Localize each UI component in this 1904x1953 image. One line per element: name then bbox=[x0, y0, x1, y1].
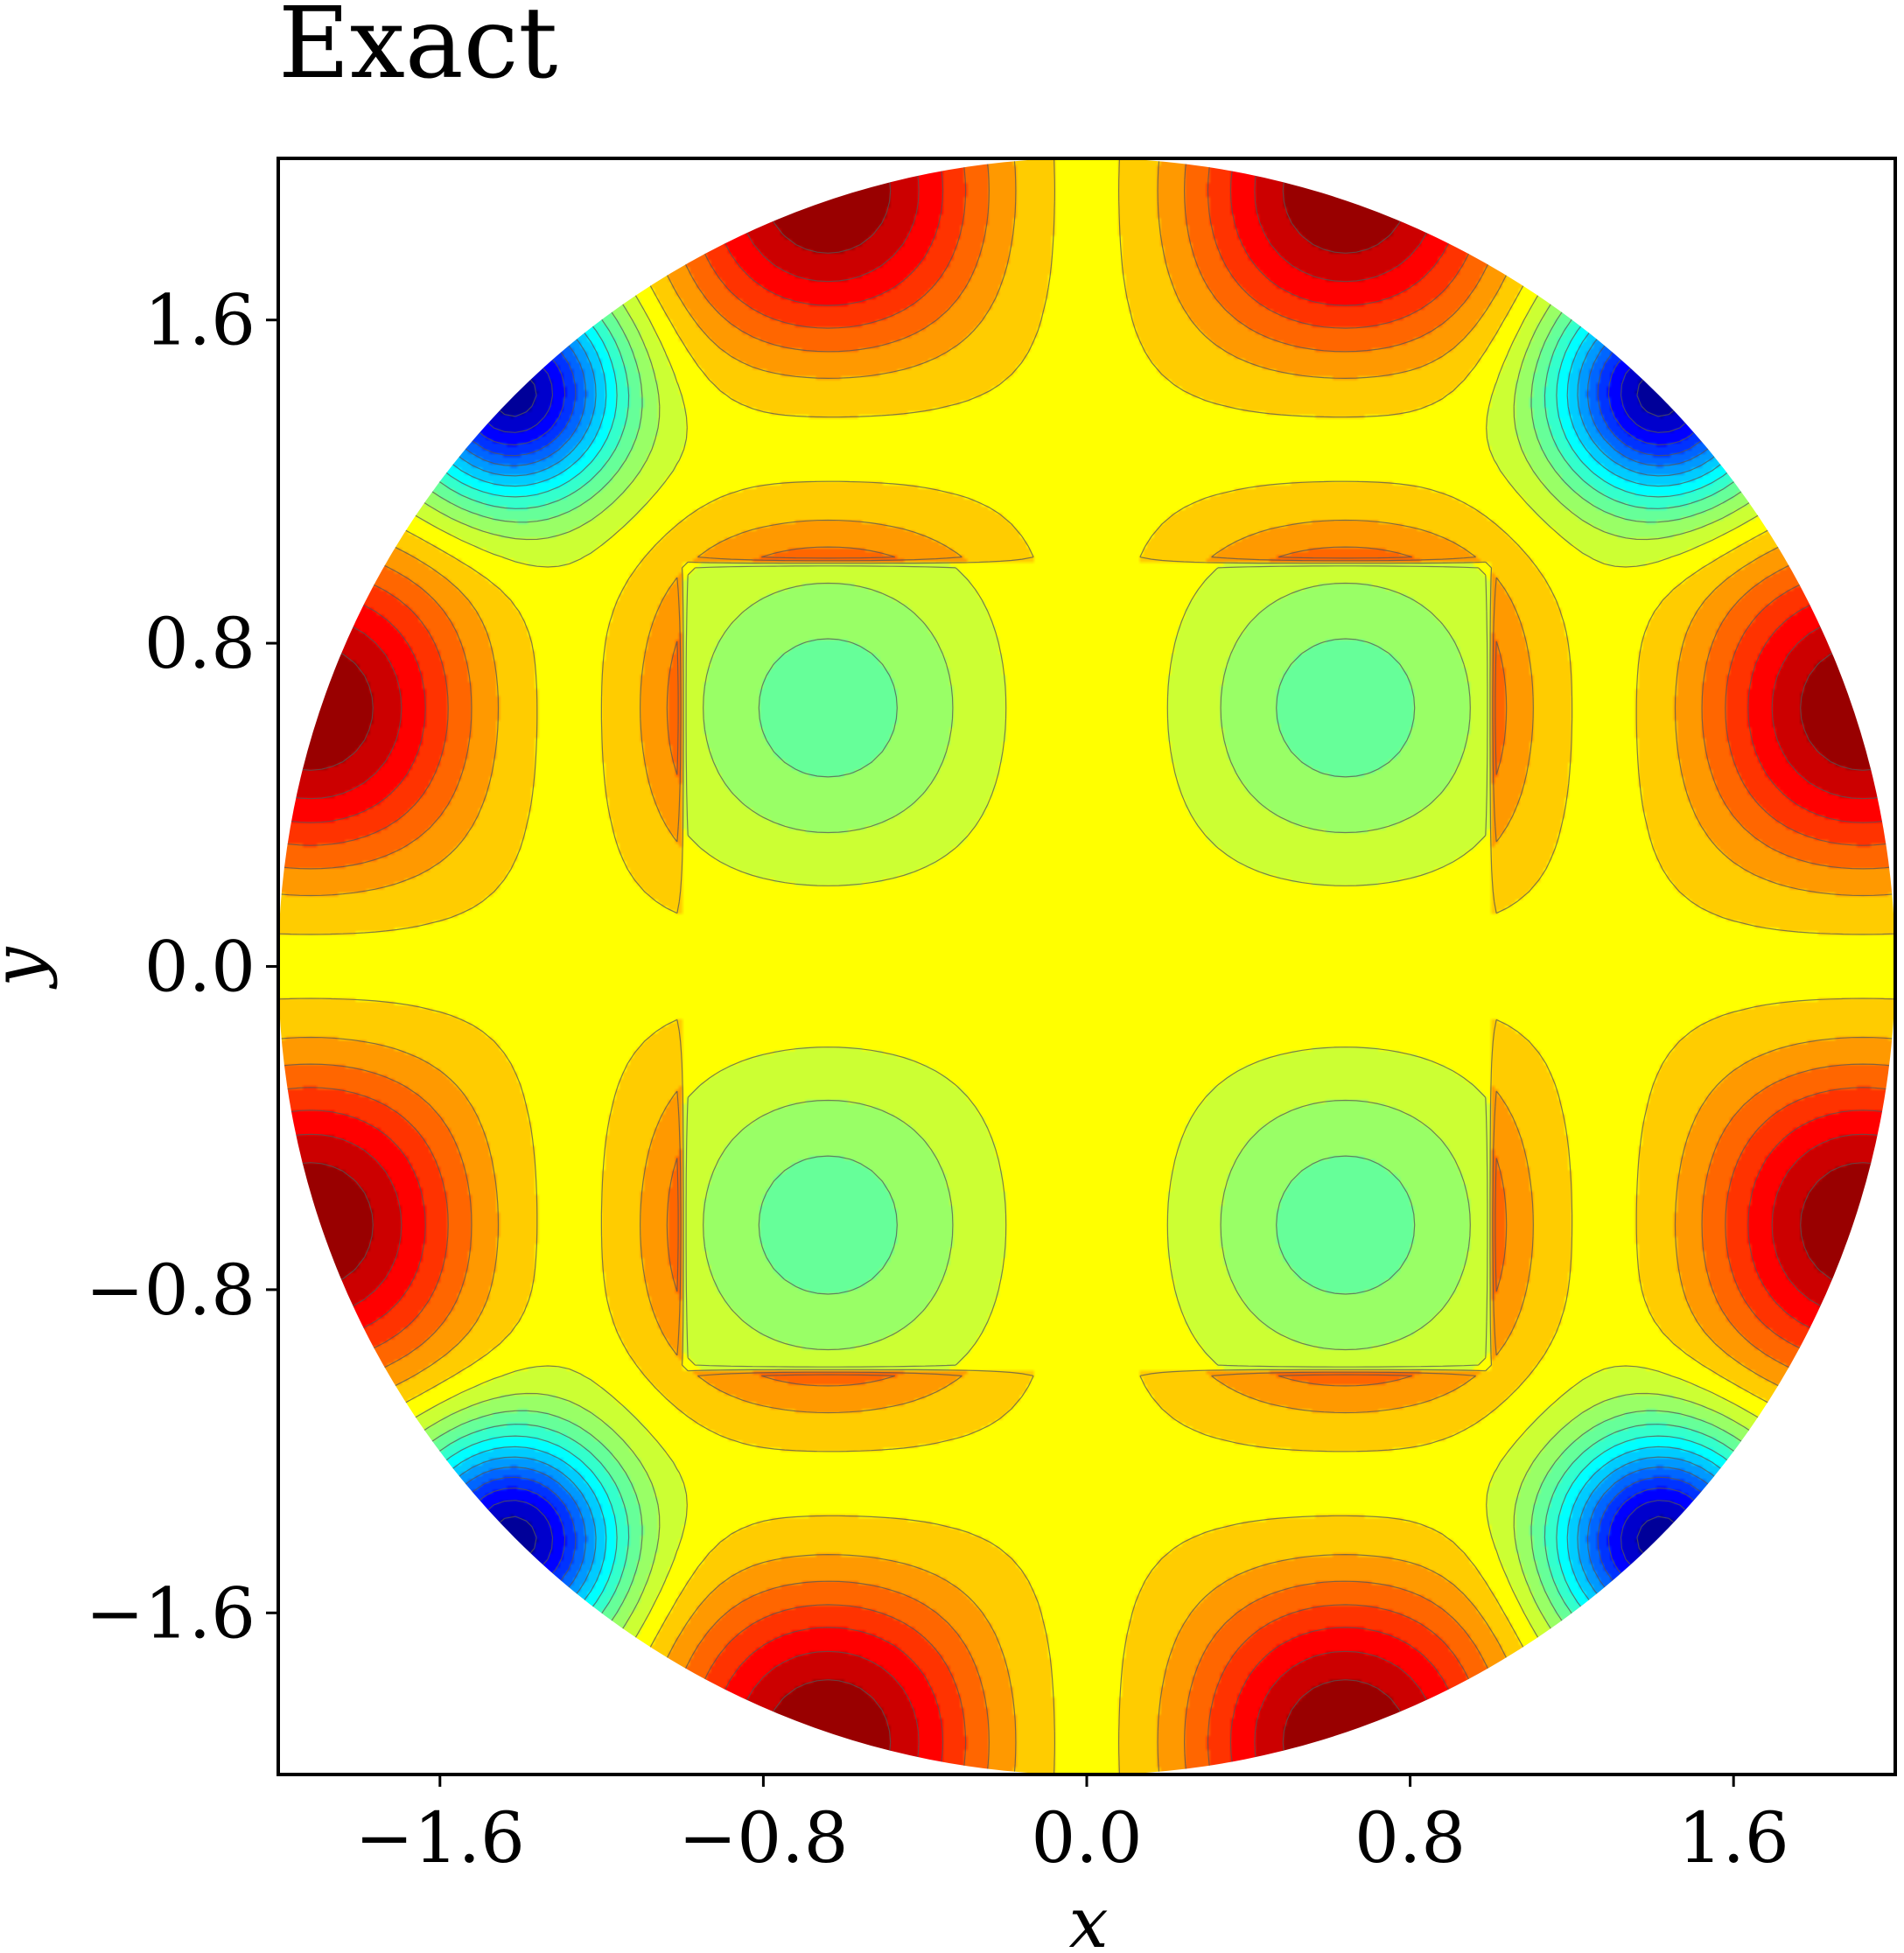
y-tick-label: 0.8 bbox=[144, 603, 256, 684]
x-tick-label: −1.6 bbox=[355, 1797, 525, 1879]
x-tick-label: 0.0 bbox=[1031, 1797, 1142, 1879]
x-tick-label: 0.8 bbox=[1354, 1797, 1466, 1879]
y-tick-label: −0.8 bbox=[86, 1250, 256, 1331]
contour-field bbox=[278, 158, 1895, 1774]
x-axis-label: x bbox=[1068, 1882, 1108, 1953]
x-tick-label: 1.6 bbox=[1678, 1797, 1789, 1879]
y-axis: −1.6 −0.8 0.0 0.8 1.6 bbox=[86, 280, 278, 1654]
x-tick-label: −0.8 bbox=[678, 1797, 848, 1879]
chart-title: Exact bbox=[278, 0, 557, 101]
y-tick-label: −1.6 bbox=[86, 1572, 256, 1654]
plot-area bbox=[276, 157, 1897, 1776]
y-tick-label: 1.6 bbox=[144, 280, 256, 361]
y-axis-label: y bbox=[0, 946, 59, 990]
y-tick-label: 0.0 bbox=[144, 927, 256, 1008]
x-axis: −1.6 −0.8 0.0 0.8 1.6 bbox=[355, 1774, 1789, 1879]
